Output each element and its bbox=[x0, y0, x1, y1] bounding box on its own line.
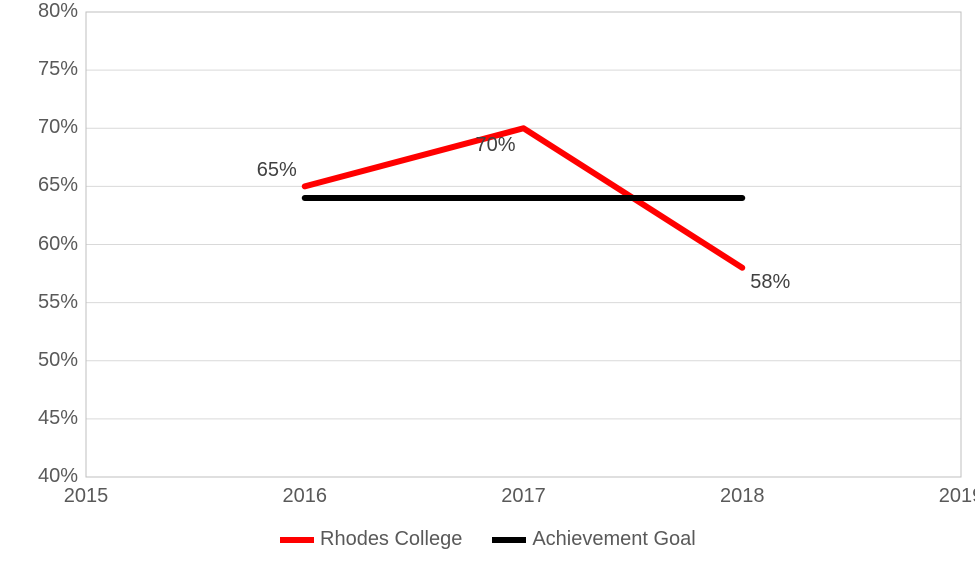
legend-swatch bbox=[492, 537, 526, 543]
data-label: 65% bbox=[257, 159, 297, 182]
y-tick-label: 55% bbox=[38, 291, 78, 314]
x-tick-label: 2017 bbox=[494, 485, 554, 508]
y-tick-label: 65% bbox=[38, 174, 78, 197]
y-tick-label: 70% bbox=[38, 116, 78, 139]
x-tick-label: 2015 bbox=[56, 485, 116, 508]
legend-label: Achievement Goal bbox=[532, 528, 695, 551]
y-tick-label: 50% bbox=[38, 349, 78, 372]
x-tick-label: 2018 bbox=[712, 485, 772, 508]
y-tick-label: 60% bbox=[38, 233, 78, 256]
line-chart: 40%45%50%55%60%65%70%75%80%2015201620172… bbox=[0, 0, 975, 566]
y-tick-label: 75% bbox=[38, 58, 78, 81]
legend: Rhodes College Achievement Goal bbox=[280, 528, 696, 551]
legend-swatch bbox=[280, 537, 314, 543]
legend-item: Achievement Goal bbox=[492, 528, 695, 551]
legend-label: Rhodes College bbox=[320, 528, 462, 551]
chart-svg bbox=[0, 0, 975, 566]
data-label: 70% bbox=[475, 134, 515, 157]
y-tick-label: 80% bbox=[38, 0, 78, 23]
legend-item: Rhodes College bbox=[280, 528, 462, 551]
x-tick-label: 2019 bbox=[931, 485, 975, 508]
data-label: 58% bbox=[750, 271, 790, 294]
x-tick-label: 2016 bbox=[275, 485, 335, 508]
y-tick-label: 45% bbox=[38, 407, 78, 430]
